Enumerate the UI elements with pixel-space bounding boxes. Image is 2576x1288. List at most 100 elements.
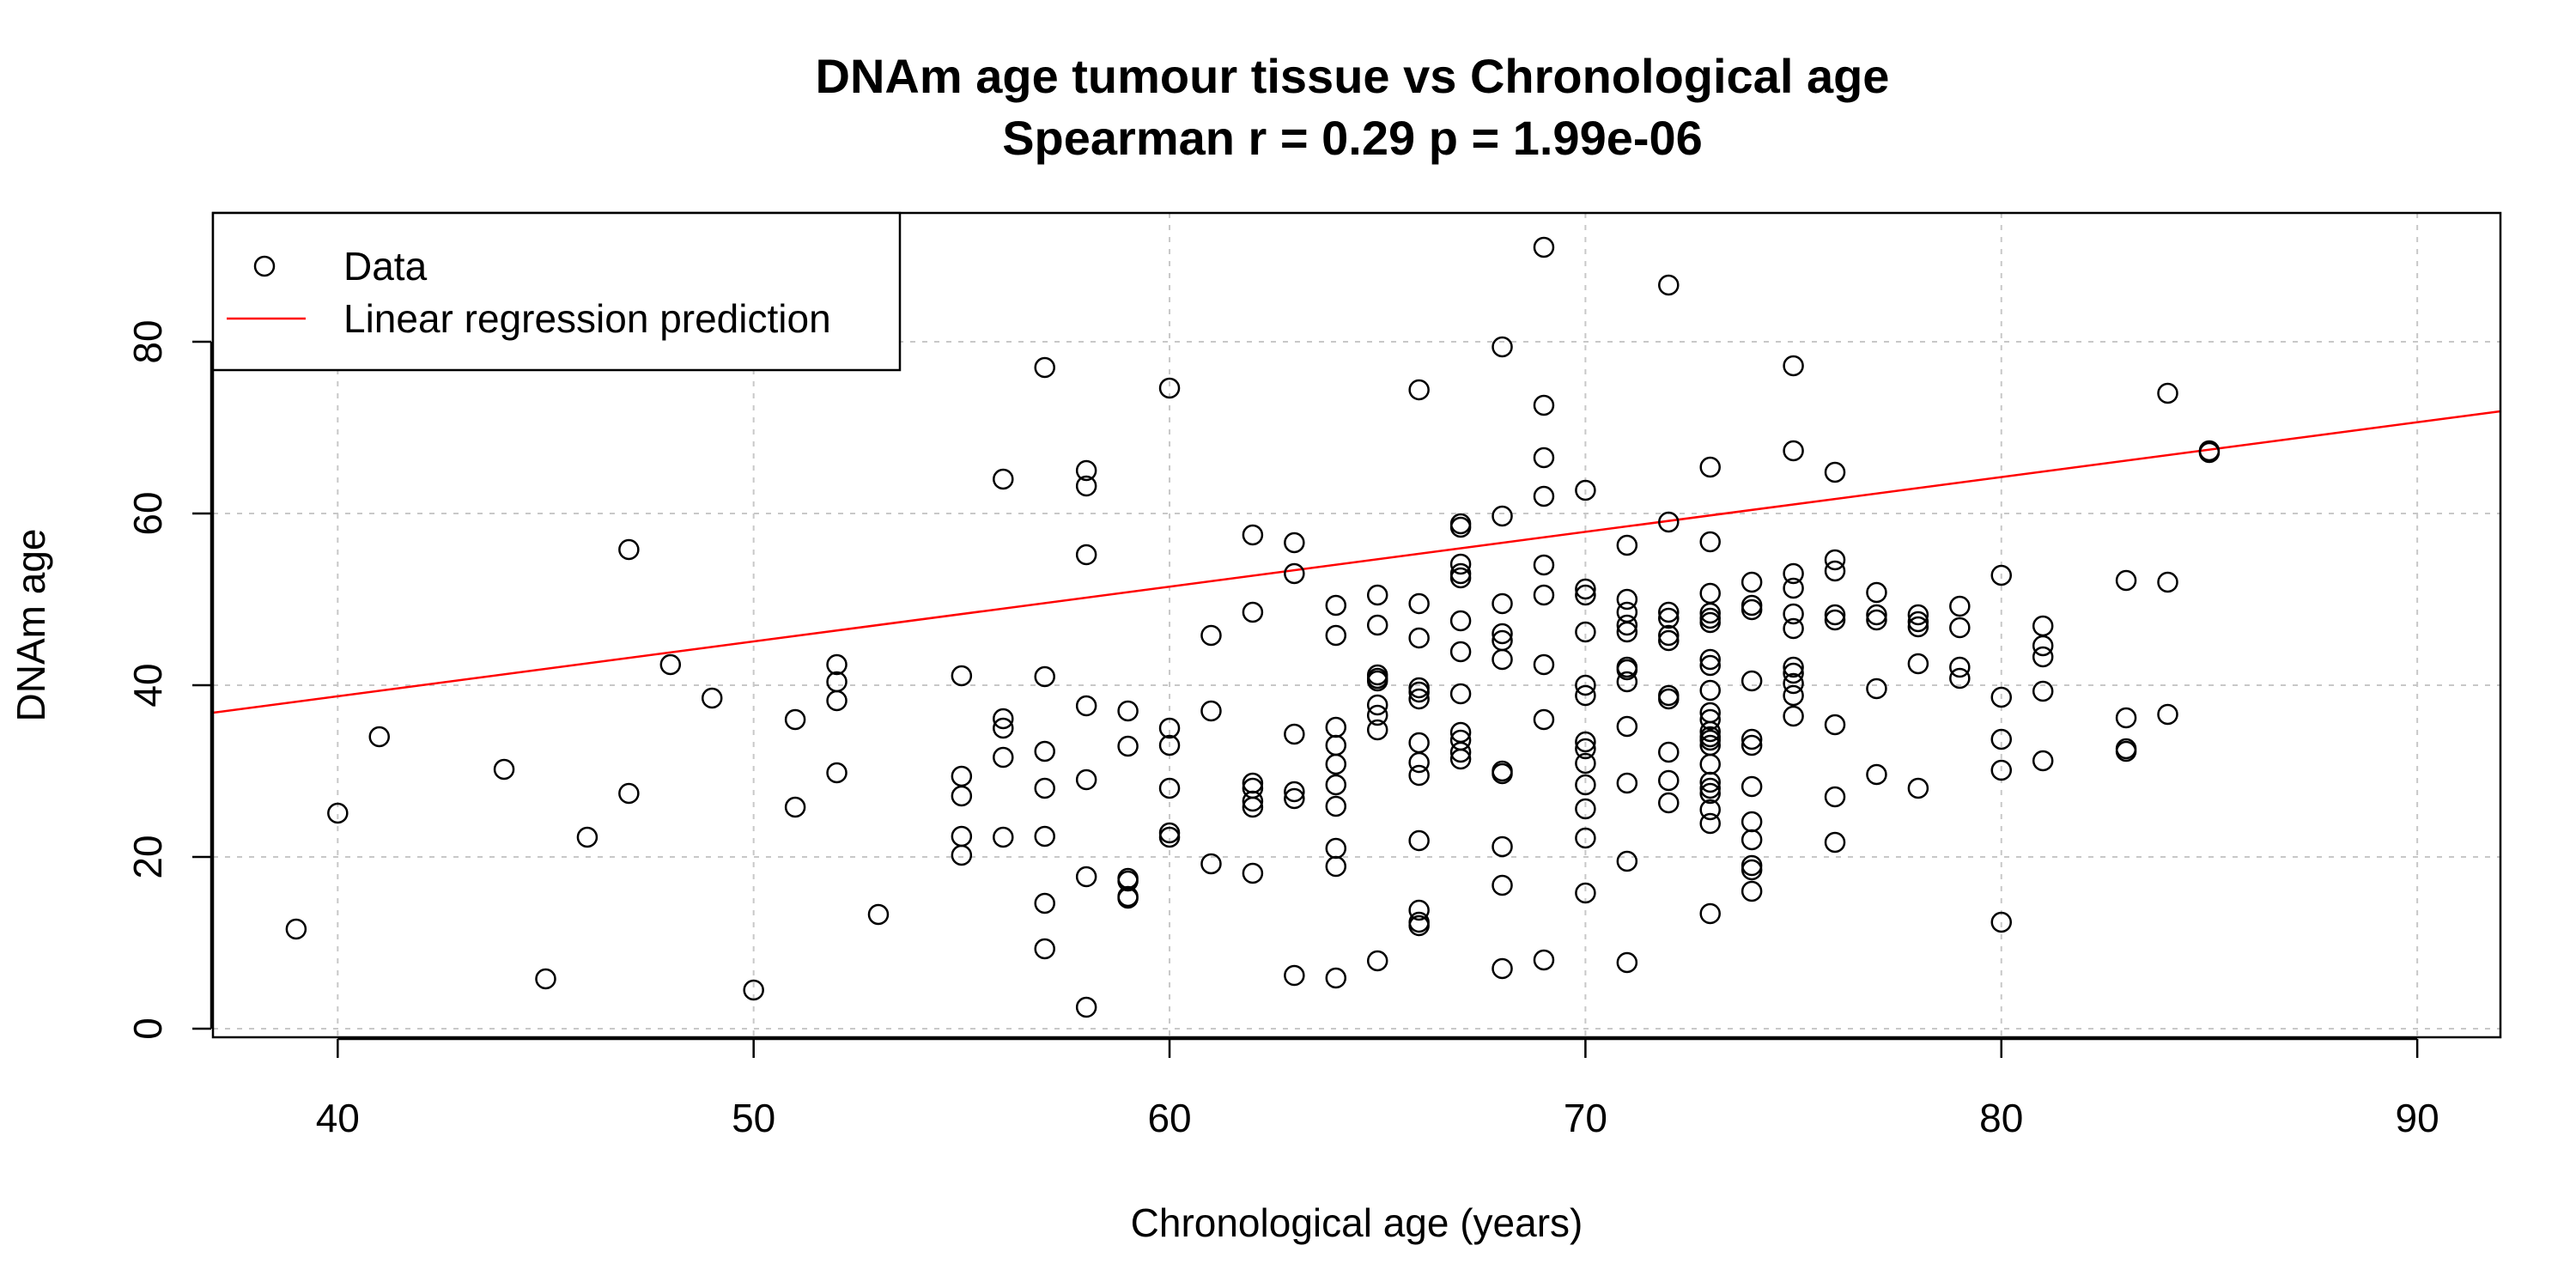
data-point-167 [1658, 741, 1680, 763]
data-point-130 [1533, 584, 1555, 606]
data-point-144 [1575, 798, 1596, 820]
data-point-71 [1325, 624, 1347, 647]
data-point-97 [1408, 764, 1430, 787]
data-point-75 [1325, 774, 1347, 796]
x-tick-label-70: 70 [1564, 1096, 1607, 1140]
data-point-140 [1575, 731, 1596, 753]
data-point-207 [1783, 577, 1804, 599]
data-point-47 [1117, 887, 1139, 909]
data-point-230 [1907, 616, 1929, 638]
data-point-233 [1949, 595, 1971, 617]
x-tick-label-40: 40 [316, 1096, 360, 1140]
data-point-189 [1699, 799, 1721, 821]
data-point-172 [1699, 582, 1721, 605]
data-point-252 [2157, 571, 2178, 593]
data-point-113 [1449, 748, 1472, 770]
data-point-170 [1699, 456, 1721, 478]
y-tick-label-0: 0 [125, 1018, 170, 1040]
data-point-251 [2157, 382, 2178, 404]
y-axis-label: DNAm age [9, 529, 53, 722]
data-point-21 [951, 825, 973, 848]
data-point-209 [1783, 617, 1804, 640]
data-point-212 [1783, 672, 1804, 695]
data-point-70 [1325, 594, 1347, 617]
data-point-237 [1990, 564, 2013, 586]
data-point-193 [1741, 594, 1763, 617]
data-point-229 [1907, 611, 1929, 633]
data-point-63 [1242, 862, 1264, 884]
x-axis-label: Chronological age (years) [1131, 1200, 1583, 1245]
data-point-36 [1075, 475, 1097, 497]
data-point-68 [1284, 787, 1305, 810]
y-tick-label-20: 20 [125, 835, 170, 878]
data-point-5 [576, 826, 598, 848]
data-point-49 [1158, 717, 1181, 739]
data-point-66 [1284, 723, 1305, 745]
data-point-231 [1907, 653, 1929, 675]
data-point-0 [285, 918, 307, 940]
data-point-151 [1616, 621, 1638, 643]
data-point-166 [1658, 688, 1680, 710]
data-point-112 [1449, 741, 1472, 763]
data-point-177 [1699, 654, 1721, 677]
data-point-4 [535, 968, 556, 990]
data-point-123 [1492, 874, 1513, 896]
data-point-138 [1575, 674, 1596, 696]
data-point-161 [1658, 601, 1680, 623]
data-point-78 [1325, 855, 1347, 878]
data-point-58 [1242, 601, 1264, 623]
data-point-225 [1866, 609, 1887, 631]
x-tick-label-50: 50 [732, 1096, 775, 1140]
data-point-74 [1325, 753, 1347, 775]
data-point-61 [1242, 790, 1264, 812]
data-point-153 [1616, 659, 1638, 681]
data-point-19 [951, 765, 973, 787]
data-point-206 [1783, 562, 1804, 585]
data-point-135 [1575, 578, 1596, 600]
data-point-55 [1200, 700, 1222, 722]
data-point-224 [1866, 604, 1887, 626]
data-point-84 [1366, 670, 1388, 692]
legend-marker-data [253, 255, 276, 277]
legend-label-regression: Linear regression prediction [343, 296, 831, 341]
data-point-27 [993, 826, 1014, 848]
data-point-234 [1949, 617, 1971, 639]
data-point-181 [1699, 720, 1721, 743]
data-point-154 [1616, 671, 1638, 693]
data-point-191 [1699, 902, 1721, 925]
data-point-220 [1824, 714, 1846, 736]
data-point-117 [1492, 623, 1513, 645]
data-point-41 [1075, 996, 1097, 1018]
data-point-178 [1699, 679, 1721, 702]
data-point-215 [1824, 461, 1846, 483]
data-point-32 [1034, 825, 1055, 848]
data-point-38 [1075, 695, 1097, 717]
data-point-145 [1575, 827, 1596, 849]
data-point-168 [1658, 769, 1680, 792]
x-tick-label-60: 60 [1147, 1096, 1191, 1140]
data-point-67 [1284, 781, 1305, 803]
data-point-164 [1658, 629, 1680, 652]
data-point-155 [1616, 715, 1638, 738]
data-point-3 [493, 758, 515, 781]
data-point-139 [1575, 684, 1596, 707]
data-point-190 [1699, 812, 1721, 835]
plot-frame [211, 211, 2502, 1039]
data-point-255 [2198, 441, 2221, 464]
y-axis: 0 20 40 60 80 [125, 319, 213, 1040]
data-point-159 [1658, 274, 1680, 296]
data-point-94 [1408, 688, 1430, 710]
data-point-115 [1492, 505, 1513, 527]
data-point-26 [993, 746, 1014, 769]
data-point-192 [1741, 571, 1763, 593]
data-point-43 [1117, 735, 1139, 757]
data-point-227 [1866, 763, 1887, 786]
data-point-107 [1449, 610, 1472, 632]
data-point-90 [1408, 592, 1430, 615]
data-point-253 [2157, 703, 2178, 726]
data-point-12 [784, 796, 806, 818]
data-point-101 [1408, 914, 1430, 937]
data-point-205 [1783, 440, 1804, 462]
data-point-232 [1907, 777, 1929, 799]
data-point-131 [1533, 653, 1555, 676]
